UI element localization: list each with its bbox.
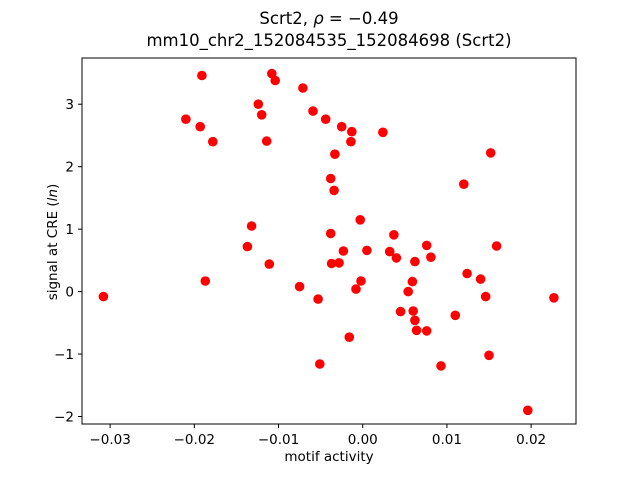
data-point (491, 241, 502, 251)
data-point (549, 293, 559, 303)
data-point (325, 173, 336, 184)
data-point (436, 361, 446, 371)
data-point (329, 185, 339, 196)
data-point (98, 291, 109, 302)
data-point (421, 326, 432, 336)
title-text-prefix: Scrt2, (259, 9, 314, 28)
data-point (298, 83, 308, 93)
data-point (313, 294, 323, 304)
y-tick-label: −1 (54, 347, 74, 363)
data-point (356, 276, 366, 286)
y-tick-label: 1 (65, 222, 74, 238)
data-point (264, 259, 275, 269)
data-point (308, 106, 318, 116)
data-point (294, 281, 305, 292)
data-point (315, 359, 325, 369)
data-point (320, 114, 331, 124)
data-point (410, 256, 420, 267)
x-axis-label: motif activity (284, 449, 374, 465)
y-tick-label: 3 (65, 97, 74, 113)
plot-subtitle: mm10_chr2_152084535_152084698 (Scrt2) (146, 31, 512, 50)
data-point (326, 258, 337, 269)
x-tick-label: −0.03 (89, 432, 130, 448)
title-correlation-value: = −0.49 (323, 9, 399, 28)
plot-title: Scrt2, ρ = −0.49 (82, 9, 576, 28)
data-point (411, 325, 422, 336)
x-tick-label: −0.01 (258, 432, 299, 448)
data-point (403, 286, 414, 297)
x-tick-label: −0.02 (174, 432, 215, 448)
plot-frame (81, 57, 577, 425)
data-point (407, 276, 418, 287)
data-point (325, 228, 336, 239)
data-point (484, 350, 494, 361)
x-tick-label: 0.01 (432, 432, 462, 448)
data-point (485, 148, 496, 158)
y-tick-label: −2 (54, 409, 74, 425)
data-point (334, 258, 344, 268)
data-point (389, 230, 399, 240)
data-point (355, 215, 366, 225)
data-point (256, 110, 267, 120)
y-tick-label: 2 (65, 159, 74, 175)
data-point (384, 246, 395, 257)
data-point (344, 332, 355, 343)
data-point (347, 126, 357, 137)
data-point (395, 306, 406, 317)
data-point (246, 221, 257, 231)
data-point (421, 240, 432, 251)
data-point (378, 127, 388, 138)
data-point (208, 136, 218, 147)
data-point (242, 241, 253, 252)
data-point (450, 310, 461, 321)
x-tick-label: 0.00 (348, 432, 378, 448)
data-point (391, 253, 402, 263)
data-point (336, 121, 347, 132)
data-point (181, 114, 191, 124)
data-point (351, 284, 361, 294)
data-point (253, 99, 264, 109)
data-point (200, 276, 211, 286)
data-point (462, 268, 472, 279)
data-point (480, 291, 491, 302)
data-point (330, 149, 340, 159)
data-point (270, 75, 281, 86)
data-point (523, 405, 533, 416)
data-point (410, 315, 420, 326)
y-tick-label: 0 (65, 284, 74, 300)
title-rho-symbol: ρ (313, 9, 324, 28)
x-tick-label: 0.02 (516, 432, 546, 448)
data-point (261, 136, 272, 146)
data-point (346, 136, 356, 147)
data-point (197, 70, 207, 81)
data-point (408, 306, 419, 316)
data-point (195, 121, 205, 132)
data-point (426, 252, 436, 262)
data-point (362, 245, 372, 256)
data-point (475, 274, 486, 284)
data-point (459, 179, 469, 189)
data-point (338, 246, 349, 256)
